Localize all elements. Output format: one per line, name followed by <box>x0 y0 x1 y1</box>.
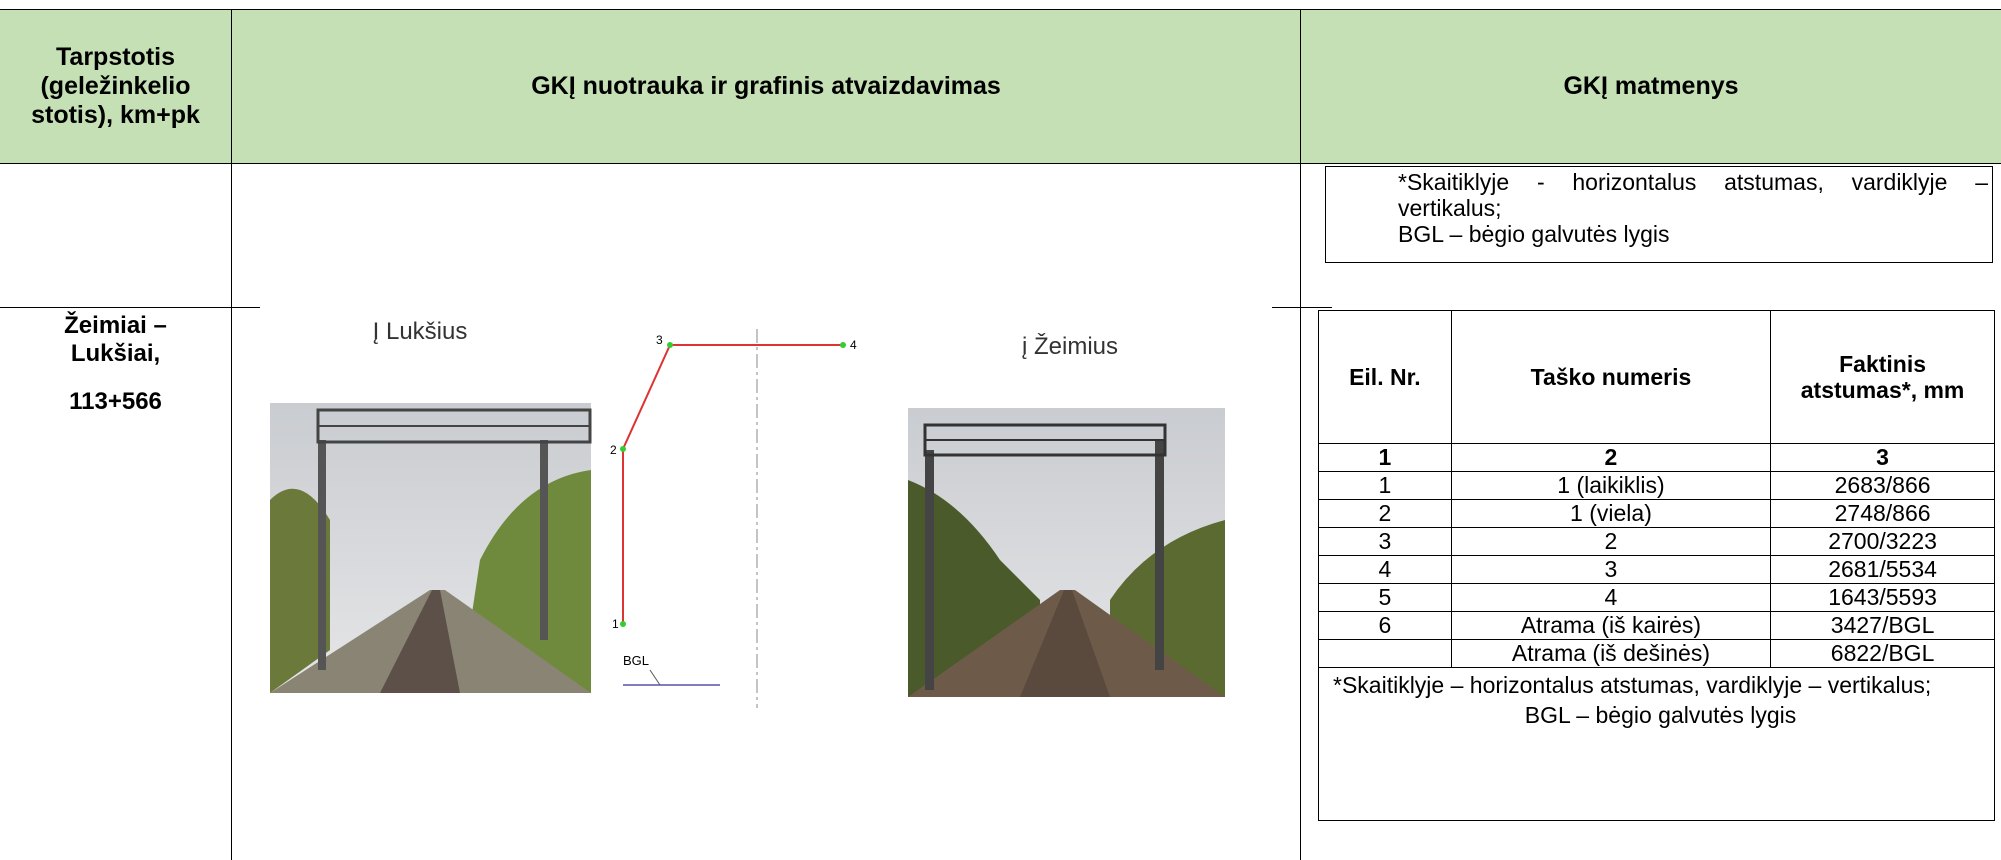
numbering-cell: 1 <box>1318 443 1452 472</box>
header-cell: Eil. Nr. <box>1318 310 1452 444</box>
diagram: 1 2 3 4 BGL <box>610 329 857 708</box>
table-cell: Atrama (iš kairės) <box>1450 611 1772 640</box>
border <box>1272 307 1332 308</box>
photo-left <box>270 403 592 693</box>
table-cell: 1 <box>1318 471 1452 500</box>
photo-right <box>908 408 1225 697</box>
table-row: Atrama (iš dešinės) 6822/BGL <box>1318 639 1995 668</box>
dimensions-table: Eil. Nr. Taško numeris Faktinis atstumas*,… <box>1318 310 1995 821</box>
table-row: 6 Atrama (iš kairės) 3427/BGL <box>1318 611 1995 640</box>
table-cell: 2700/3223 <box>1770 527 1995 556</box>
station-cell: Žeimiai – Lukšiai, 113+566 <box>0 312 231 416</box>
table-cell: 6 <box>1318 611 1452 640</box>
table-row: 3 2 2700/3223 <box>1318 527 1995 556</box>
table-cell: 5 <box>1318 583 1452 612</box>
note-line: BGL – bėgio galvutės lygis <box>1398 221 1670 247</box>
point-label: 1 <box>612 617 619 631</box>
header-station: Tarpstotis (geležinkelio stotis), km+pk <box>0 10 231 163</box>
note-line: *Skaitiklyje – horizontalus atstumas, va… <box>1333 672 1932 698</box>
table-cell: 4 <box>1450 583 1772 612</box>
border <box>231 9 232 860</box>
table-cell: 3427/BGL <box>1770 611 1995 640</box>
table-cell: 2748/866 <box>1770 499 1995 528</box>
note-cell: *Skaitiklyje – horizontalus atstumas, va… <box>1318 667 1995 821</box>
header-dimensions: GKĮ matmenys <box>1301 10 2001 163</box>
point-label: 4 <box>850 338 857 352</box>
table-body: Eil. Nr. Taško numeris Faktinis atstumas*,… <box>1318 310 1995 821</box>
bgl-label: BGL <box>623 653 649 668</box>
station-name: Žeimiai – Lukšiai, <box>64 312 167 367</box>
table-cell: 3 <box>1450 555 1772 584</box>
note-line: BGL – bėgio galvutės lygis <box>1524 702 1797 728</box>
table-cell: 2 <box>1450 527 1772 556</box>
table-cell: 1 (viela) <box>1450 499 1772 528</box>
station-km: 113+566 <box>69 388 162 415</box>
table-row: 5 4 1643/5593 <box>1318 583 1995 612</box>
border <box>0 307 260 308</box>
border <box>0 9 2001 10</box>
table-row: 4 3 2681/5534 <box>1318 555 1995 584</box>
table-cell: 2683/866 <box>1770 471 1995 500</box>
table-cell: 2681/5534 <box>1770 555 1995 584</box>
note-line: *Skaitiklyje - horizontalus atstumas, va… <box>1398 169 1988 221</box>
numbering-cell: 3 <box>1770 443 1995 472</box>
header-photo: GKĮ nuotrauka ir grafinis atvaizdavimas <box>232 10 1300 163</box>
header-cell: Taško numeris <box>1450 310 1772 444</box>
table-cell: 1643/5593 <box>1770 583 1995 612</box>
table-cell: 3 <box>1318 527 1452 556</box>
table-header-row: Eil. Nr. Taško numeris Faktinis atstumas*,… <box>1318 310 1995 444</box>
note-row: *Skaitiklyje – horizontalus atstumas, va… <box>1318 667 1995 821</box>
photo-caption: į Žeimius <box>1021 333 1118 360</box>
table-cell: 1 (laikiklis) <box>1450 471 1772 500</box>
point-label: 3 <box>656 333 663 347</box>
numbering-cell: 2 <box>1450 443 1772 472</box>
table-cell: 2 <box>1318 499 1452 528</box>
table-cell: 4 <box>1318 555 1452 584</box>
border <box>0 163 2001 164</box>
table-cell: 6822/BGL <box>1770 639 1995 668</box>
point-label: 2 <box>610 443 617 457</box>
border <box>1300 9 1301 860</box>
header-cell: Faktinis atstumas*, mm <box>1770 310 1995 444</box>
photo-caption: Į Lukšius <box>372 318 468 345</box>
table-cell <box>1318 639 1452 668</box>
note-top: *Skaitiklyje - horizontalus atstumas, va… <box>1325 166 1993 263</box>
table-cell: Atrama (iš dešinės) <box>1450 639 1772 668</box>
